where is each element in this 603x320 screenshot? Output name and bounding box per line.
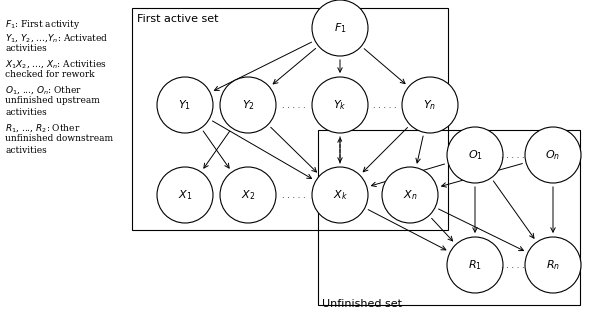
Text: checked for rework: checked for rework (5, 70, 95, 79)
Text: $O_{1}$: $O_{1}$ (467, 148, 482, 162)
Text: unfinished downstream: unfinished downstream (5, 134, 113, 143)
Text: $Y_1$, $Y_2$, ...,$Y_n$: Activated: $Y_1$, $Y_2$, ...,$Y_n$: Activated (5, 32, 108, 44)
Circle shape (220, 167, 276, 223)
Circle shape (157, 167, 213, 223)
Text: . . . . .: . . . . . (501, 260, 525, 269)
Circle shape (157, 77, 213, 133)
Text: $Y_{2}$: $Y_{2}$ (242, 98, 254, 112)
Text: . . . . .: . . . . . (373, 100, 397, 109)
Text: $Y_{1}$: $Y_{1}$ (178, 98, 192, 112)
Circle shape (525, 237, 581, 293)
Text: $X_{2}$: $X_{2}$ (241, 188, 255, 202)
Circle shape (312, 0, 368, 56)
Circle shape (312, 77, 368, 133)
Text: $X_{n}$: $X_{n}$ (403, 188, 417, 202)
Text: $X_{1}$: $X_{1}$ (178, 188, 192, 202)
Text: $F_{1}$: $F_{1}$ (333, 21, 346, 35)
Bar (318, 130, 580, 305)
Text: $R_1$, ..., $R_2$: Other: $R_1$, ..., $R_2$: Other (5, 122, 80, 134)
Text: $R_{1}$: $R_{1}$ (468, 258, 482, 272)
Circle shape (447, 237, 503, 293)
Text: activities: activities (5, 44, 47, 53)
Circle shape (382, 167, 438, 223)
Text: $X_{k}$: $X_{k}$ (333, 188, 347, 202)
Text: . . . . .: . . . . . (501, 150, 525, 159)
Bar (132, 8, 448, 230)
Text: First active set: First active set (137, 14, 218, 24)
Circle shape (447, 127, 503, 183)
Text: $Y_{n}$: $Y_{n}$ (423, 98, 437, 112)
Text: $O_1$, ..., $O_n$: Other: $O_1$, ..., $O_n$: Other (5, 84, 82, 96)
Text: activities: activities (5, 146, 47, 155)
Text: . . . . .: . . . . . (282, 190, 306, 199)
Text: $Y_{k}$: $Y_{k}$ (333, 98, 347, 112)
Circle shape (220, 77, 276, 133)
Text: $R_{n}$: $R_{n}$ (546, 258, 560, 272)
Circle shape (312, 167, 368, 223)
Text: unfinished upstream: unfinished upstream (5, 96, 100, 105)
Circle shape (525, 127, 581, 183)
Circle shape (402, 77, 458, 133)
Text: $O_{n}$: $O_{n}$ (546, 148, 561, 162)
Text: activities: activities (5, 108, 47, 117)
Text: $F_1$: First activity: $F_1$: First activity (5, 18, 80, 31)
Text: Unfinished set: Unfinished set (322, 299, 402, 309)
Text: $X_1$$X_2$, ..., $X_n$: Activities: $X_1$$X_2$, ..., $X_n$: Activities (5, 58, 107, 70)
Text: . . . . .: . . . . . (282, 100, 306, 109)
